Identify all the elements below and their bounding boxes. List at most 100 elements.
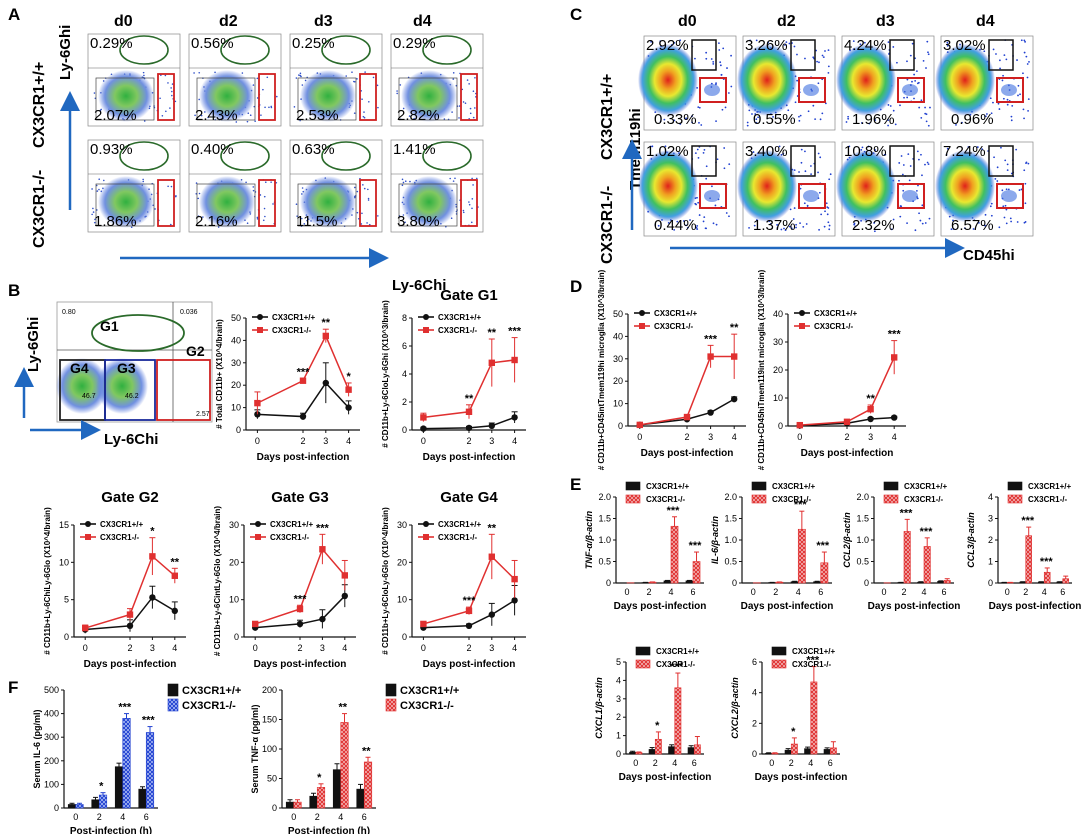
chart-b3: 0 5 10 15 # CD11b+Ly-6ChiLy-6Glo (X10^4/brai… xyxy=(43,489,186,670)
flow-dot xyxy=(887,119,890,122)
flow-dot xyxy=(1003,54,1006,57)
legend-marker xyxy=(257,314,263,320)
bar xyxy=(1025,535,1032,584)
flow-dot xyxy=(906,222,908,224)
bar xyxy=(67,804,77,809)
y-tick-label: 20 xyxy=(229,557,239,567)
flow-dot xyxy=(1004,159,1007,162)
bar xyxy=(293,801,302,809)
flow-dot xyxy=(921,174,923,177)
chart-title: Gate G1 xyxy=(440,287,498,304)
flow-dot xyxy=(1001,79,1004,82)
flow-dot xyxy=(458,117,460,119)
y-tick-label: 0 xyxy=(778,421,783,431)
flow-dot xyxy=(694,152,697,155)
data-point xyxy=(488,359,495,366)
chart-e2: 0 0.5 1.0 1.5 2.0 IL-6/β-actin Days post-infec… xyxy=(710,481,833,612)
data-point xyxy=(254,399,261,407)
y-tick-label: 150 xyxy=(262,715,277,725)
gate-red-box xyxy=(699,183,727,209)
x-tick-label: 0 xyxy=(83,643,88,653)
y-tick-label: 2.0 xyxy=(598,492,611,502)
x-axis-label: Days post-infection xyxy=(257,452,350,463)
flow-dot xyxy=(682,220,685,222)
y-tick-label: 2 xyxy=(616,712,621,722)
series-line-0 xyxy=(85,596,176,631)
flow-dot xyxy=(916,150,919,153)
x-tick-label: 0 xyxy=(633,758,638,768)
y-tick-label: 50 xyxy=(231,313,241,323)
flow-dot xyxy=(698,214,701,216)
gate-red-box xyxy=(157,73,175,121)
y-axis-label: # Total CD11b+ (X10^4/brain) xyxy=(215,319,224,429)
flow-dot xyxy=(650,40,652,43)
flow-dot xyxy=(963,227,966,230)
pct-top: 0.93% xyxy=(90,141,133,158)
y-axis-label: CXCL1/β-actin xyxy=(594,677,604,739)
flow-dot xyxy=(868,122,871,125)
flow-dot xyxy=(702,151,705,154)
flow-dot xyxy=(686,226,689,229)
day-label-a-3: d4 xyxy=(413,13,432,30)
flow-dot xyxy=(401,178,404,181)
significance-marker: ** xyxy=(465,393,474,405)
y-tick-label: 400 xyxy=(44,709,59,719)
flow-dot xyxy=(806,204,809,207)
data-point xyxy=(731,353,738,360)
y-tick-label: 0 xyxy=(732,578,737,588)
y-tick-label: 200 xyxy=(44,756,59,766)
legend-swatch xyxy=(385,698,397,712)
flow-dot xyxy=(264,106,266,109)
flow-dot xyxy=(408,115,411,117)
flow-dot xyxy=(873,222,876,224)
gate-green-ellipse xyxy=(321,141,371,171)
gate-gray-box xyxy=(297,183,357,227)
legend-label: CX3CR1+/+ xyxy=(772,482,815,491)
legend-label: CX3CR1+/+ xyxy=(656,647,699,656)
flow-dot xyxy=(1023,117,1025,120)
gate-cluster-2 xyxy=(96,358,148,414)
x-tick-label: 6 xyxy=(690,587,695,597)
y-tick-label: 40 xyxy=(613,331,623,341)
x-tick-label: 4 xyxy=(1042,587,1047,597)
flow-dot xyxy=(817,171,819,174)
y-tick-label: 4 xyxy=(752,688,757,698)
flow-dot xyxy=(819,118,822,121)
flow-dot xyxy=(702,220,705,223)
x-tick-label: 4 xyxy=(512,643,517,653)
pct-top: 0.29% xyxy=(393,35,436,52)
y-tick-label: 100 xyxy=(44,779,59,789)
flow-dot xyxy=(1010,220,1013,223)
flow-dot xyxy=(468,201,470,203)
flow-dot xyxy=(824,210,826,213)
x-tick-label: 4 xyxy=(672,758,677,768)
flow-dot xyxy=(306,219,308,222)
flow-dot xyxy=(697,106,700,108)
significance-marker: *** xyxy=(316,522,330,534)
legend-swatch xyxy=(1007,481,1023,491)
day-label-a-1: d2 xyxy=(219,13,238,30)
x-axis-label: Days post-infection xyxy=(254,659,347,670)
flow-dot xyxy=(967,146,970,148)
flow-dot xyxy=(927,163,930,166)
y-tick-label: 0 xyxy=(606,578,611,588)
panel-c-flow-plots: d0 d2 d3 d4 CX3CR1+/+ CX3CR1-/- Tmem119h… xyxy=(599,13,1034,264)
flow-dot xyxy=(918,106,921,109)
flow-dot xyxy=(401,184,404,187)
x-tick-label: 4 xyxy=(346,436,351,446)
data-point xyxy=(488,422,495,429)
flow-density xyxy=(935,44,995,116)
legend-label: CX3CR1-/- xyxy=(438,326,477,335)
flow-cluster xyxy=(704,84,720,96)
flow-dot xyxy=(723,167,726,170)
flow-dot xyxy=(689,219,691,221)
flow-dot xyxy=(945,153,948,156)
data-point xyxy=(707,353,714,360)
pct-top: 0.63% xyxy=(292,141,335,158)
flow-dot xyxy=(361,212,363,215)
flow-dot xyxy=(94,218,96,221)
flow-dot xyxy=(696,225,699,227)
x-tick-label: 2 xyxy=(653,758,658,768)
flow-dot xyxy=(197,197,200,200)
